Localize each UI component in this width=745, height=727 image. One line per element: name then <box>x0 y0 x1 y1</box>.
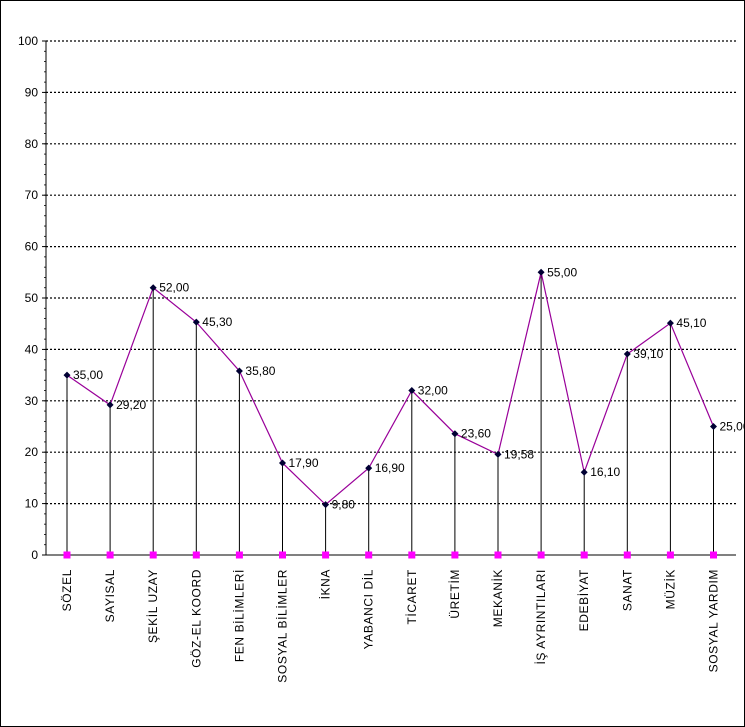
y-tick-label: 60 <box>25 240 39 254</box>
x-tick-label: İŞ AYRINTILARI <box>534 569 548 665</box>
baseline-marker <box>537 551 545 559</box>
data-label: 45,30 <box>202 315 232 329</box>
series-line-group <box>66 272 715 506</box>
data-label: 16,90 <box>375 461 405 475</box>
data-label: 39,10 <box>633 347 663 361</box>
data-point-marker <box>580 468 588 476</box>
baseline-marker <box>408 551 416 559</box>
data-point-marker <box>623 350 631 358</box>
data-point-marker <box>666 319 674 327</box>
y-tick-label: 30 <box>25 394 39 408</box>
x-tick-label: GÖZ-EL KOORD <box>189 569 203 668</box>
baseline-marker <box>149 551 157 559</box>
x-tick-label: SOSYAL BİLİMLER <box>276 569 290 683</box>
data-label: 9,80 <box>332 498 356 512</box>
data-label: 32,00 <box>418 384 448 398</box>
data-point-marker <box>63 371 71 379</box>
y-tick-label: 20 <box>25 445 39 459</box>
x-tick-label: ŞEKİL UZAY <box>146 569 160 643</box>
data-label: 25,00 <box>720 420 745 434</box>
x-tick-label: SÖZEL <box>60 569 74 611</box>
x-tick-label: MÜZİK <box>663 569 677 609</box>
baseline-marker <box>106 551 114 559</box>
data-label: 17,90 <box>289 456 319 470</box>
data-point-marker <box>106 401 114 409</box>
data-point-marker <box>537 268 545 276</box>
x-tick-label: TİCARET <box>405 569 419 625</box>
y-tick-labels: 0 10 20 30 40 50 60 70 80 90 100 <box>18 34 38 562</box>
baseline-marker <box>710 551 717 559</box>
baseline-marker <box>365 551 373 559</box>
data-labels: 35,00 29,20 52,00 45,30 35,80 17,90 9,80 16,90 3… <box>73 265 744 511</box>
x-tick-label: EDEBİYAT <box>577 569 591 631</box>
series-line <box>66 272 715 506</box>
data-label: 52,00 <box>159 281 189 295</box>
y-tick-label: 10 <box>25 497 39 511</box>
x-tick-label: ÜRETİM <box>448 569 462 619</box>
x-tick-label: SAYISAL <box>103 569 117 622</box>
x-tick-label: FEN BİLİMLERİ <box>232 569 246 662</box>
data-label: 35,00 <box>73 368 103 382</box>
baseline-marker <box>451 551 459 559</box>
y-tick-label: 40 <box>25 342 39 356</box>
data-label: 29,20 <box>116 398 146 412</box>
drop-lines <box>66 272 714 555</box>
x-tick-label: İKNA <box>319 569 333 599</box>
data-label: 19,58 <box>504 447 534 461</box>
data-label: 16,10 <box>590 465 620 479</box>
y-tick-label: 0 <box>31 548 38 562</box>
x-tick-label: SANAT <box>620 569 634 611</box>
data-label: 23,60 <box>461 427 491 441</box>
data-point-marker <box>365 464 373 472</box>
y-tick-label: 50 <box>25 291 39 305</box>
data-point-marker <box>192 318 200 326</box>
x-tick-label: SOSYAL YARDIM <box>707 569 721 672</box>
axes <box>42 40 736 556</box>
data-point-marker <box>494 450 502 458</box>
x-tick-labels: SÖZEL SAYISAL ŞEKİL UZAY GÖZ-EL KOORD FEN Bİ… <box>60 569 721 683</box>
baseline-marker <box>322 551 330 559</box>
baseline-marker <box>279 551 286 559</box>
grid-lines <box>46 40 736 505</box>
y-tick-label: 80 <box>25 137 39 151</box>
y-tick-label: 100 <box>18 34 38 48</box>
baseline-marker <box>666 551 674 559</box>
baseline-marker <box>235 551 243 559</box>
data-label: 55,00 <box>547 265 577 279</box>
data-point-marker <box>451 430 459 438</box>
y-tick-label: 70 <box>25 188 39 202</box>
data-label: 35,80 <box>245 364 275 378</box>
x-tick-label: YABANCI DİL <box>362 569 376 649</box>
baseline-marker <box>192 551 200 559</box>
data-point-marker <box>408 387 416 395</box>
baseline-marker <box>580 551 588 559</box>
data-point-marker <box>149 284 157 292</box>
data-point-marker <box>322 501 330 509</box>
data-markers <box>63 268 717 559</box>
baseline-marker <box>623 551 631 559</box>
baseline-marker <box>63 551 71 559</box>
y-tick-label: 90 <box>25 85 39 99</box>
baseline-marker <box>494 551 502 559</box>
data-point-marker <box>279 459 286 467</box>
data-point-marker <box>710 423 717 430</box>
data-label: 45,10 <box>676 316 706 330</box>
data-point-marker <box>235 367 243 375</box>
x-tick-label: MEKANİK <box>491 569 505 627</box>
